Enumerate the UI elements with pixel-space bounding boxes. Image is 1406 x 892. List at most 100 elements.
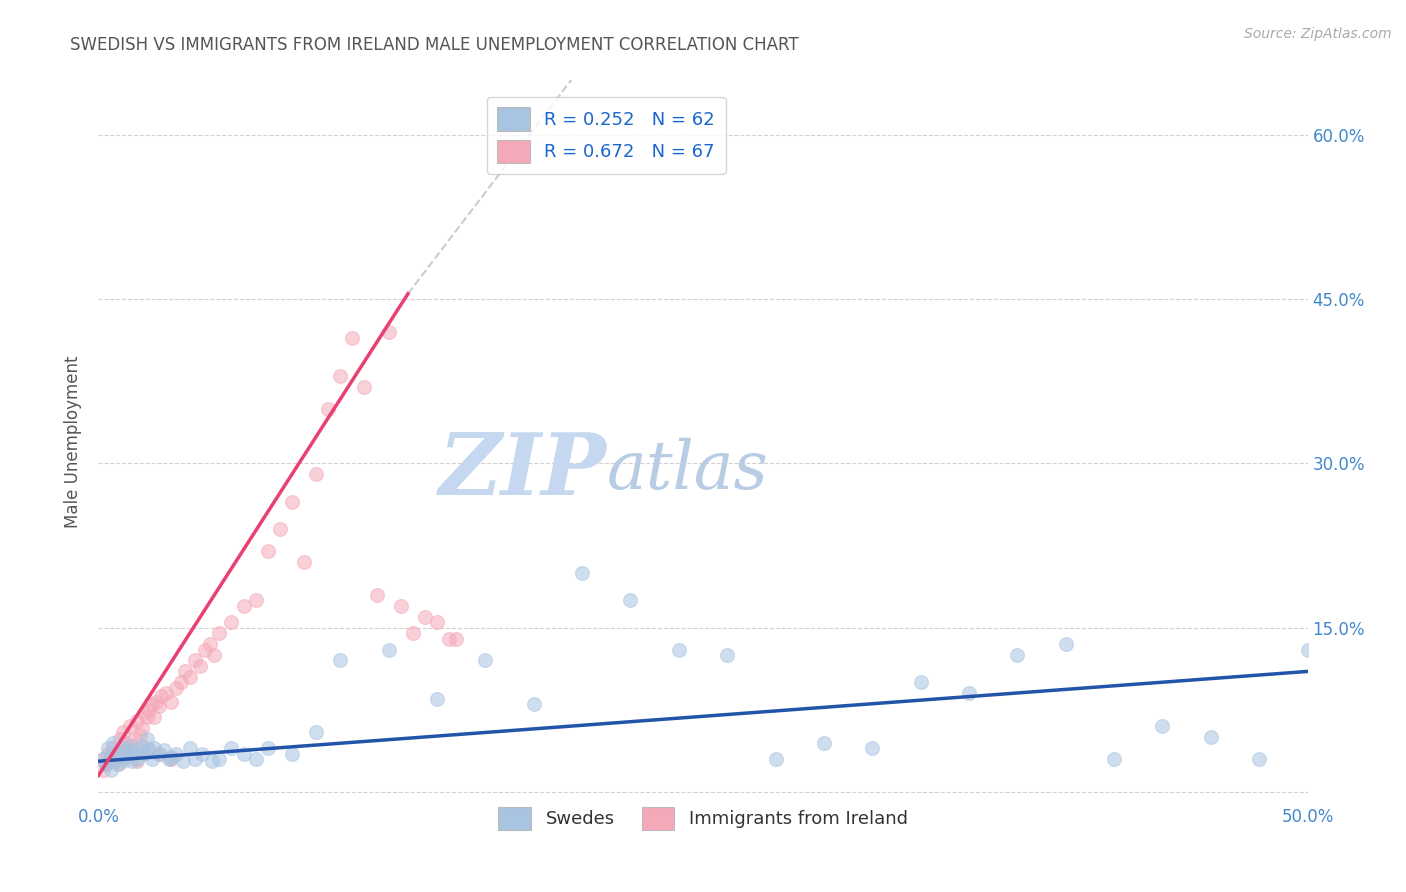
Point xyxy=(1199,730,1222,744)
Point xyxy=(245,593,267,607)
Point xyxy=(100,752,122,766)
Point xyxy=(124,732,146,747)
Point xyxy=(221,741,243,756)
Point xyxy=(124,747,146,761)
Point xyxy=(957,686,980,700)
Point xyxy=(131,739,153,753)
Point xyxy=(127,714,149,728)
Point xyxy=(179,670,201,684)
Point xyxy=(100,763,122,777)
Point xyxy=(148,747,170,761)
Point xyxy=(165,681,187,695)
Point xyxy=(101,735,124,749)
Point xyxy=(118,739,141,753)
Point xyxy=(104,752,127,766)
Point xyxy=(165,747,187,761)
Point xyxy=(138,743,160,757)
Point xyxy=(100,747,122,761)
Point xyxy=(131,722,153,736)
Point xyxy=(437,632,460,646)
Point xyxy=(117,743,139,757)
Point xyxy=(474,653,496,667)
Point xyxy=(108,732,131,747)
Point xyxy=(188,659,211,673)
Point xyxy=(194,642,217,657)
Point xyxy=(121,754,143,768)
Y-axis label: Male Unemployment: Male Unemployment xyxy=(65,355,83,528)
Point xyxy=(813,735,835,749)
Point xyxy=(184,752,207,766)
Text: SWEDISH VS IMMIGRANTS FROM IRELAND MALE UNEMPLOYMENT CORRELATION CHART: SWEDISH VS IMMIGRANTS FROM IRELAND MALE … xyxy=(70,36,799,54)
Point xyxy=(377,325,399,339)
Point xyxy=(402,626,425,640)
Text: ZIP: ZIP xyxy=(439,429,606,512)
Point xyxy=(281,494,304,508)
Point xyxy=(184,653,207,667)
Point xyxy=(155,686,177,700)
Point xyxy=(353,380,375,394)
Point xyxy=(143,710,166,724)
Point xyxy=(910,675,932,690)
Point xyxy=(135,741,157,756)
Point xyxy=(1102,752,1125,766)
Point xyxy=(716,648,738,662)
Point xyxy=(91,752,114,766)
Point xyxy=(1054,637,1077,651)
Point xyxy=(128,728,150,742)
Point xyxy=(571,566,593,580)
Point xyxy=(138,703,160,717)
Point xyxy=(101,741,124,756)
Point xyxy=(389,599,412,613)
Point xyxy=(208,626,231,640)
Point xyxy=(128,743,150,757)
Point xyxy=(1296,642,1319,657)
Point xyxy=(245,752,267,766)
Point xyxy=(172,754,194,768)
Point xyxy=(160,695,183,709)
Point xyxy=(97,747,120,761)
Point xyxy=(1152,719,1174,733)
Point xyxy=(169,675,191,690)
Point xyxy=(174,665,197,679)
Point xyxy=(329,368,352,383)
Point xyxy=(100,752,122,766)
Point xyxy=(121,739,143,753)
Point xyxy=(619,593,641,607)
Point xyxy=(94,757,117,772)
Point xyxy=(114,749,136,764)
Point xyxy=(281,747,304,761)
Point xyxy=(150,689,173,703)
Point xyxy=(179,741,201,756)
Point xyxy=(117,747,139,761)
Point xyxy=(141,752,163,766)
Point xyxy=(342,330,364,344)
Point xyxy=(127,752,149,766)
Point xyxy=(269,522,291,536)
Point xyxy=(91,763,114,777)
Point xyxy=(97,741,120,756)
Point xyxy=(446,632,468,646)
Point xyxy=(143,741,166,756)
Point xyxy=(413,609,436,624)
Point xyxy=(208,752,231,766)
Point xyxy=(135,710,157,724)
Point xyxy=(111,724,134,739)
Point xyxy=(107,747,129,761)
Point xyxy=(145,695,167,709)
Point xyxy=(305,467,328,482)
Point xyxy=(152,743,174,757)
Point xyxy=(221,615,243,630)
Text: Source: ZipAtlas.com: Source: ZipAtlas.com xyxy=(1244,27,1392,41)
Point xyxy=(157,752,180,766)
Point xyxy=(148,747,170,761)
Point xyxy=(305,724,328,739)
Point xyxy=(316,401,339,416)
Point xyxy=(366,588,388,602)
Legend: Swedes, Immigrants from Ireland: Swedes, Immigrants from Ireland xyxy=(491,799,915,837)
Point xyxy=(160,752,183,766)
Point xyxy=(1249,752,1271,766)
Point xyxy=(117,743,139,757)
Point xyxy=(107,757,129,772)
Point xyxy=(104,754,127,768)
Point xyxy=(256,544,278,558)
